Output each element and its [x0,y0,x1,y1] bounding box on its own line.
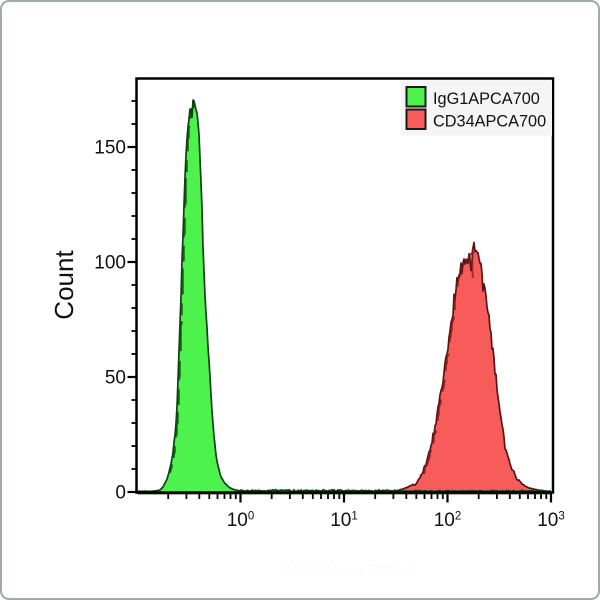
svg-text:103: 103 [537,510,565,531]
svg-text:Count: Count [49,250,79,320]
svg-text:IgG1APCA700: IgG1APCA700 [433,90,540,108]
svg-text:100: 100 [94,253,126,274]
svg-text:101: 101 [330,510,358,531]
svg-text:APC-Alexa 700-A: APC-Alexa 700-A [281,561,415,580]
svg-text:0: 0 [115,483,126,504]
svg-text:100: 100 [227,510,255,531]
svg-text:CD34APCA700: CD34APCA700 [433,113,546,131]
svg-text:150: 150 [94,138,126,159]
svg-text:102: 102 [434,510,462,531]
svg-text:50: 50 [105,368,126,389]
